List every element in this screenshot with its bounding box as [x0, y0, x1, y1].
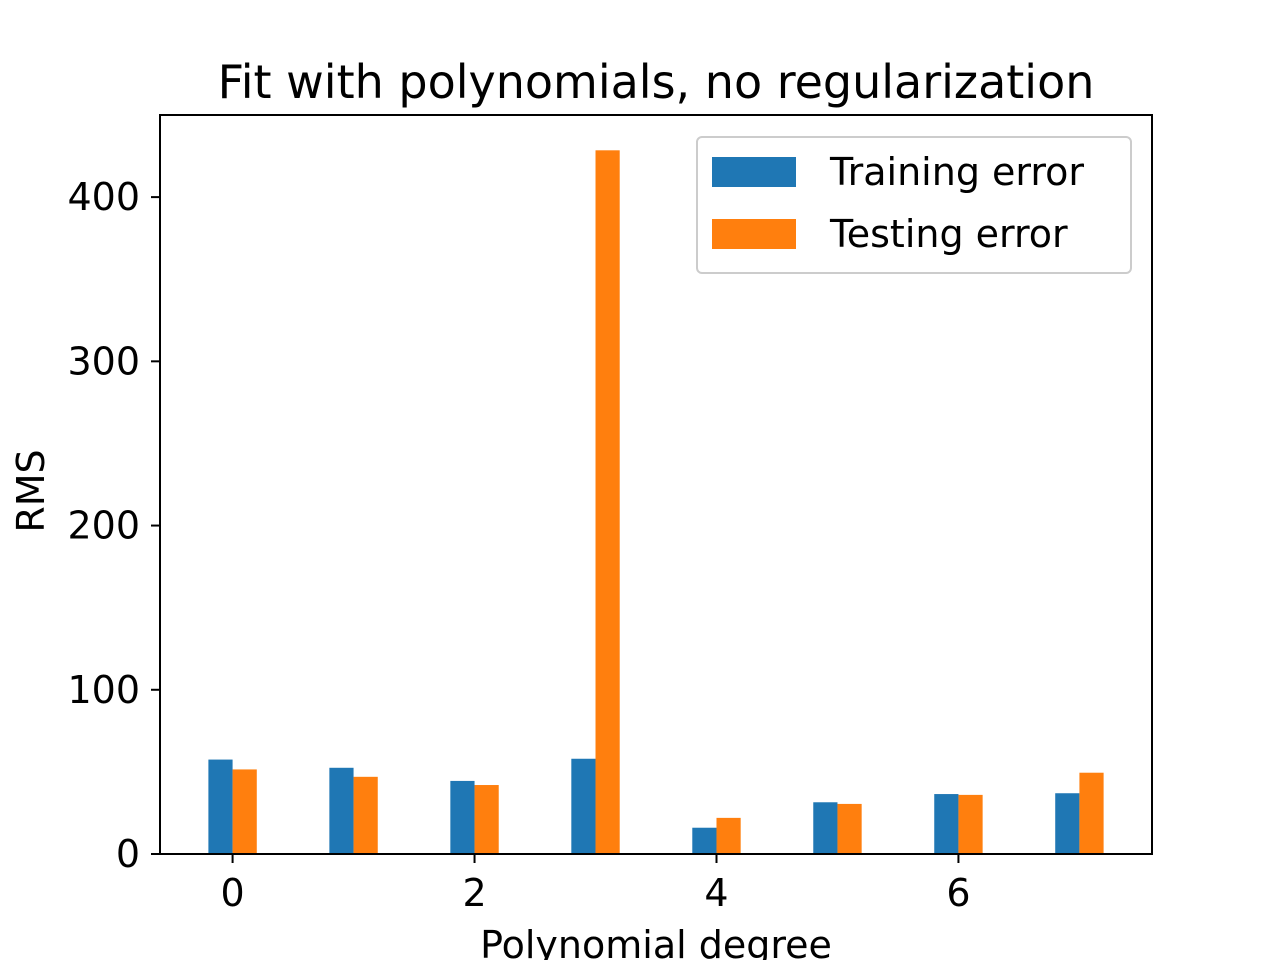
legend-swatch-training [712, 157, 796, 187]
legend-swatch-testing [712, 219, 796, 249]
y-tick-label: 400 [67, 175, 140, 219]
bar-testing-1 [353, 776, 378, 854]
axes-frame [159, 114, 1153, 855]
bar-testing-0 [232, 769, 257, 854]
bar-training-1 [329, 767, 354, 854]
x-axis-label: Polynomial degree [480, 923, 832, 960]
y-tick-label: 200 [67, 504, 140, 548]
bar-training-5 [813, 802, 838, 854]
bar-training-2 [450, 780, 475, 854]
x-tick-label: 0 [220, 871, 244, 915]
x-tick-label: 6 [946, 871, 970, 915]
y-tick-label: 100 [67, 668, 140, 712]
bar-testing-2 [474, 785, 499, 854]
bar-training-3 [571, 758, 596, 854]
y-tick-label: 0 [116, 832, 140, 876]
x-tick-label: 2 [462, 871, 486, 915]
bar-training-7 [1055, 793, 1080, 854]
y-tick-label: 300 [67, 339, 140, 383]
x-tick-label: 4 [704, 871, 728, 915]
bar-training-4 [692, 827, 717, 854]
chart-title: Fit with polynomials, no regularization [218, 55, 1095, 109]
legend: Training error Testing error [696, 136, 1132, 274]
bar-testing-3 [595, 150, 620, 854]
legend-label-testing: Testing error [829, 212, 1068, 256]
bar-training-6 [934, 794, 959, 854]
bar-testing-4 [716, 817, 741, 854]
plot-area: 0 2 4 6 0 100 200 300 400 [67, 114, 1153, 915]
y-axis-label: RMS [9, 449, 53, 532]
bar-training-0 [208, 759, 233, 854]
bar-testing-6 [958, 794, 983, 854]
legend-label-training: Training error [829, 150, 1084, 194]
legend-frame [696, 136, 1132, 274]
bar-testing-7 [1079, 772, 1104, 854]
bar-testing-5 [837, 803, 862, 854]
